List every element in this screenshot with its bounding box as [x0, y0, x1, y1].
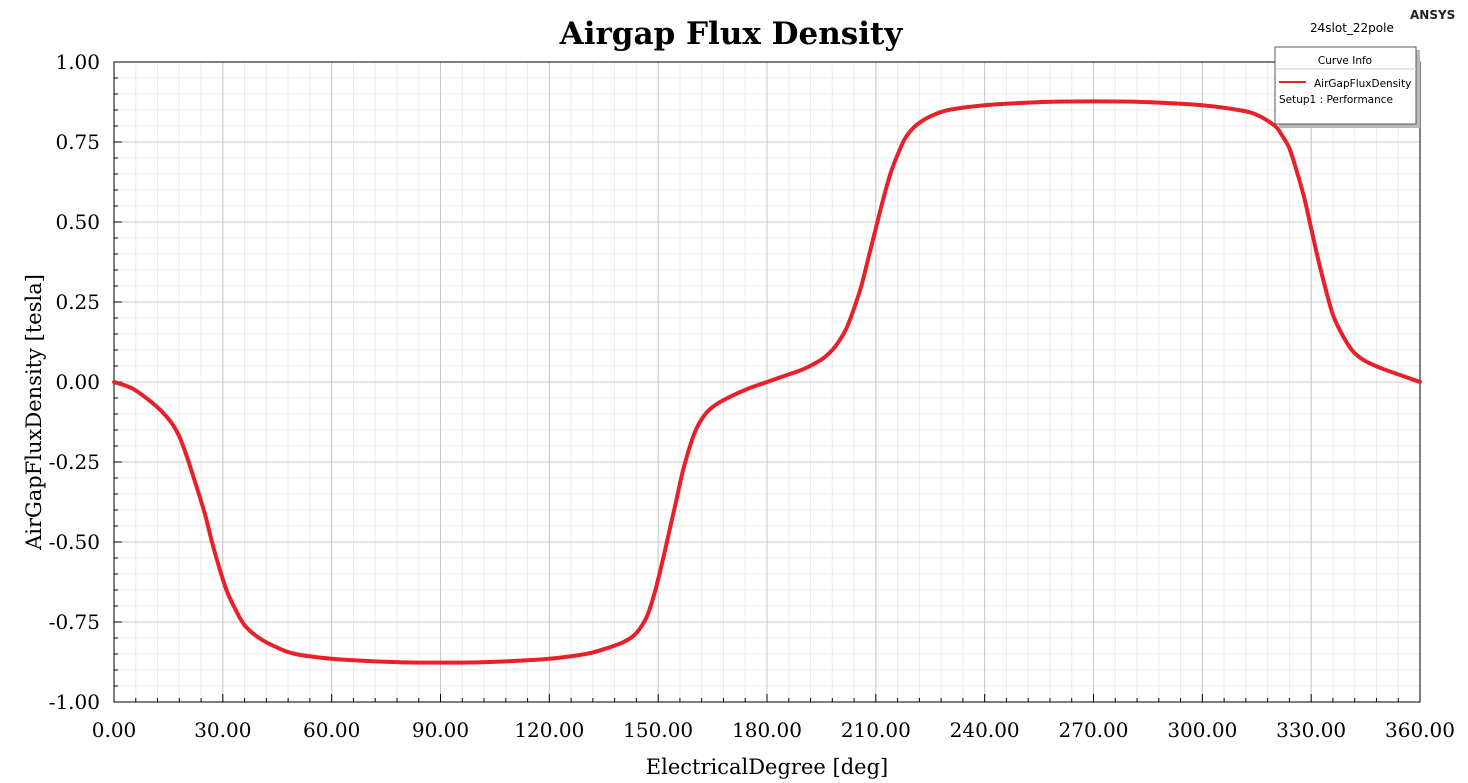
- x-tick-label: 300.00: [1167, 718, 1237, 742]
- y-tick-label: -0.75: [49, 610, 100, 634]
- x-tick-label: 360.00: [1385, 718, 1455, 742]
- x-tick-label: 60.00: [303, 718, 360, 742]
- brand-label: ANSYS: [1410, 8, 1455, 22]
- x-tick-label: 270.00: [1059, 718, 1129, 742]
- y-tick-label: 0.75: [55, 130, 100, 154]
- tick-marks: [113, 61, 1421, 703]
- legend-entry-label: AirGapFluxDensity: [1314, 78, 1411, 90]
- legend-box[interactable]: Curve Info AirGapFluxDensity Setup1 : Pe…: [1274, 46, 1420, 128]
- x-tick-label: 120.00: [514, 718, 584, 742]
- y-tick-label: -0.50: [49, 530, 100, 554]
- x-tick-label: 150.00: [623, 718, 693, 742]
- y-tick-label: -1.00: [49, 690, 100, 714]
- y-axis-label: AirGapFluxDensity [tesla]: [22, 274, 46, 551]
- x-tick-label: 210.00: [841, 718, 911, 742]
- x-tick-label: 0.00: [92, 718, 137, 742]
- x-tick-label: 240.00: [950, 718, 1020, 742]
- y-tick-label: 0.00: [55, 370, 100, 394]
- design-name-label: 24slot_22pole: [1310, 21, 1394, 35]
- y-tick-label: -0.25: [49, 450, 100, 474]
- legend-entry-subtitle: Setup1 : Performance: [1279, 94, 1393, 106]
- x-tick-label: 180.00: [732, 718, 802, 742]
- y-tick-label: 0.25: [55, 290, 100, 314]
- y-tick-labels: 1.00 0.75 0.50 0.25 0.00 -0.25 -0.50 -0.75 -1.00: [49, 50, 100, 714]
- x-tick-labels: 0.00 30.00 60.00 90.00 120.00 150.00 180.00 210…: [92, 718, 1455, 742]
- series-line-airgap-flux-density: [112, 99, 1422, 665]
- chart-title: Airgap Flux Density: [559, 16, 904, 52]
- x-tick-label: 30.00: [194, 718, 251, 742]
- y-tick-label: 0.50: [55, 210, 100, 234]
- x-axis-label: ElectricalDegree [deg]: [646, 755, 888, 779]
- x-tick-label: 330.00: [1276, 718, 1346, 742]
- series-layer: [112, 99, 1422, 665]
- x-tick-label: 90.00: [412, 718, 469, 742]
- legend-frame: [1274, 46, 1417, 125]
- legend-title: Curve Info: [1318, 55, 1372, 67]
- y-tick-label: 1.00: [55, 50, 100, 74]
